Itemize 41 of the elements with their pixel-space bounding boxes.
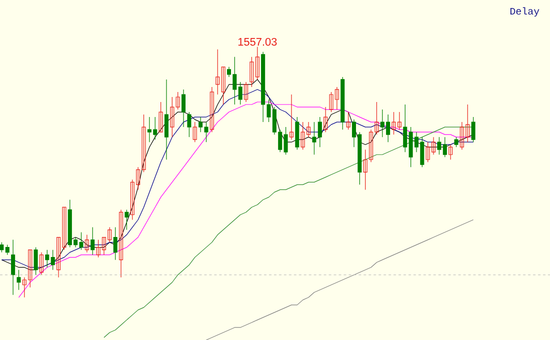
candlestick (346, 112, 350, 130)
candlestick (90, 226, 95, 256)
candlestick (324, 106, 328, 132)
candlestick (187, 112, 192, 138)
candlestick (250, 56, 254, 88)
candlestick (216, 49, 220, 95)
candlestick (312, 122, 316, 155)
text: Delay (510, 7, 540, 17)
candlestick (471, 116, 476, 142)
candlestick (182, 89, 186, 128)
candlestick (11, 239, 16, 296)
candlestick (244, 82, 248, 102)
candlestick (289, 94, 294, 140)
candlestick (284, 126, 288, 155)
candlestick (5, 244, 10, 256)
candlestick (221, 66, 226, 105)
candlestick (84, 234, 89, 253)
candlestick (158, 102, 163, 132)
candlestick (448, 144, 453, 160)
annotation: 1557.03 (238, 38, 277, 46)
candlestick (238, 82, 242, 105)
candlestick (113, 226, 118, 260)
candlestick (34, 247, 38, 276)
candlestick (39, 252, 44, 276)
candlestick (170, 96, 174, 138)
candlestick (45, 250, 50, 268)
candlestick (50, 250, 55, 270)
candlestick (16, 270, 21, 290)
candlestick (124, 209, 129, 230)
candlestick (176, 92, 180, 110)
candlestick (403, 104, 408, 152)
candlestick (437, 136, 442, 155)
candlestick (442, 136, 447, 158)
candlestick (255, 46, 260, 80)
candlestick (318, 116, 322, 148)
candlestick (0, 242, 4, 253)
candlestick (119, 209, 124, 278)
candlestick (164, 79, 168, 160)
candlestick (210, 86, 214, 132)
candlestick (454, 136, 458, 148)
candlestick (192, 122, 197, 142)
